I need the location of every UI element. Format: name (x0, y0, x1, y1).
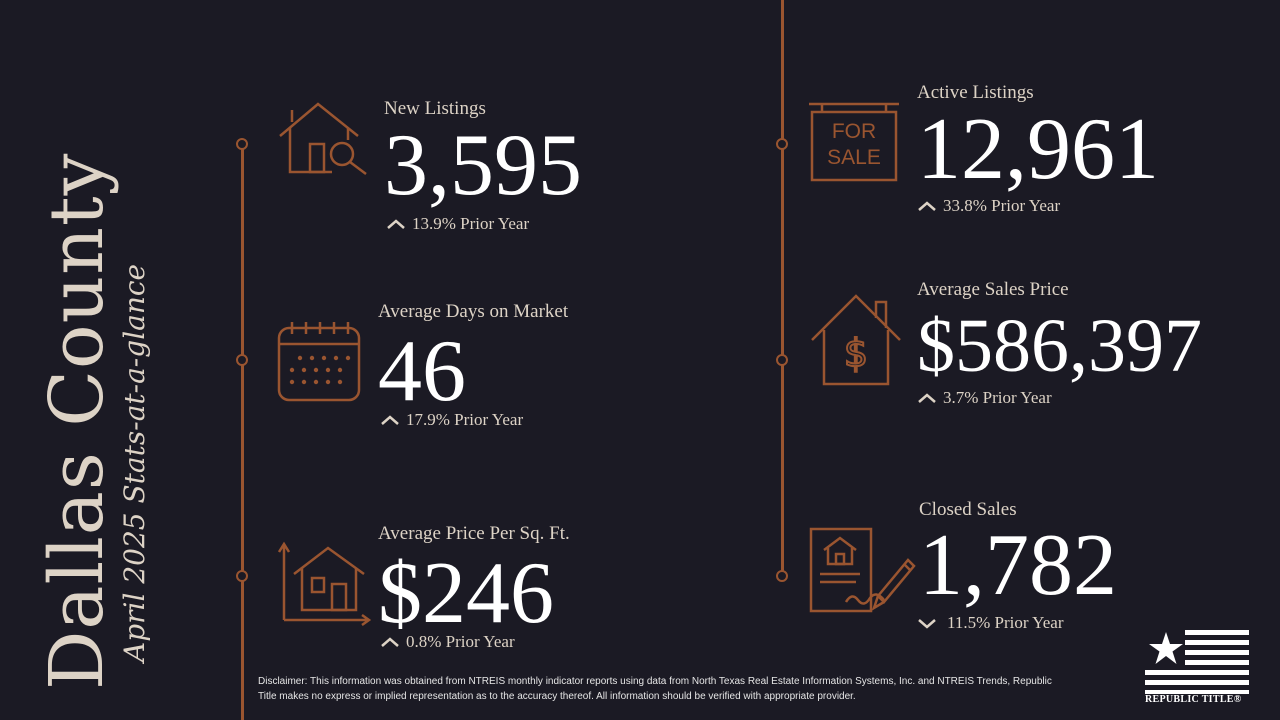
timeline-dot (236, 570, 248, 582)
page-subtitle: April 2025 Stats-at-a-glance (118, 263, 151, 662)
house-search-icon (279, 102, 367, 175)
house-dollar-icon: $ (811, 294, 901, 386)
arrow-up-icon (387, 219, 405, 229)
arrow-down-icon (918, 619, 936, 629)
days-on-market-change: 17.9% Prior Year (380, 410, 523, 430)
right-timeline-line (781, 0, 784, 578)
title-block: Dallas County April 2025 Stats-at-a-glan… (34, 152, 151, 690)
price-per-sqft-value: $246 (378, 545, 554, 642)
avg-sales-price-value: $586,397 (917, 304, 1202, 388)
active-listings-value: 12,961 (917, 101, 1159, 198)
arrow-up-icon (381, 415, 399, 425)
timeline-dot (236, 138, 248, 150)
active-listings-change: 33.8% Prior Year (917, 196, 1060, 216)
sign-text-for: FOR (831, 120, 877, 143)
closed-sales-label: Closed Sales (919, 499, 1017, 520)
timeline-dot (236, 354, 248, 366)
page-title: Dallas County (34, 152, 120, 690)
for-sale-sign-icon: FOR SALE (808, 100, 900, 182)
new-listings-label: New Listings (384, 98, 486, 119)
calendar-icon (277, 322, 361, 402)
sign-text-sale: SALE (827, 146, 881, 169)
contract-signing-icon (809, 527, 916, 613)
timeline-dot (776, 138, 788, 150)
left-timeline-line (241, 140, 244, 720)
closed-sales-change: 11.5% Prior Year (917, 613, 1063, 633)
new-listings-value: 3,595 (384, 117, 582, 214)
active-listings-label: Active Listings (917, 82, 1034, 103)
house-dimensions-icon (277, 541, 372, 626)
arrow-up-icon (918, 201, 936, 211)
arrow-up-icon (381, 637, 399, 647)
timeline-dot (776, 570, 788, 582)
change-text: 11.5% Prior Year (947, 613, 1064, 632)
avg-sales-price-label: Average Sales Price (917, 279, 1069, 300)
logo-text: REPUBLIC TITLE® (1145, 694, 1242, 705)
new-listings-change: 13.9% Prior Year (386, 214, 529, 234)
change-text: 3.7% Prior Year (943, 388, 1052, 407)
closed-sales-value: 1,782 (919, 517, 1117, 614)
days-on-market-value: 46 (378, 323, 466, 420)
change-text: 33.8% Prior Year (943, 196, 1061, 215)
timeline-dot (776, 354, 788, 366)
price-per-sqft-label: Average Price Per Sq. Ft. (378, 523, 570, 544)
avg-sales-price-change: 3.7% Prior Year (917, 388, 1052, 408)
days-on-market-label: Average Days on Market (378, 301, 569, 322)
change-text: 0.8% Prior Year (406, 632, 515, 651)
arrow-up-icon (918, 393, 936, 403)
change-text: 17.9% Prior Year (406, 410, 524, 429)
disclaimer-text: Disclaimer: This information was obtaine… (258, 676, 1052, 702)
price-per-sqft-change: 0.8% Prior Year (380, 632, 515, 652)
svg-text:$: $ (844, 331, 868, 375)
change-text: 13.9% Prior Year (412, 214, 530, 233)
republic-title-flag-logo (1145, 630, 1249, 694)
